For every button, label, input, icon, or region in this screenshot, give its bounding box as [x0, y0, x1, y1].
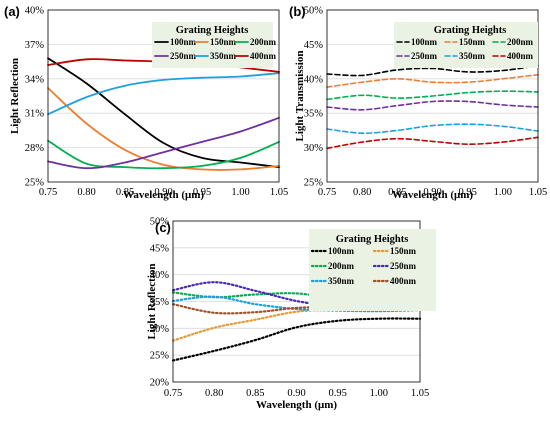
series-line-150nm [326, 73, 539, 88]
legend-label-150nm: 150nm [459, 37, 486, 47]
series-line-350nm [47, 72, 280, 116]
x-tick-label: 0.85 [116, 187, 134, 198]
legend-label-250nm: 250nm [411, 51, 438, 61]
series-line-350nm [326, 123, 539, 135]
series-line-400nm [326, 136, 539, 150]
panel-label: (b) [289, 4, 306, 19]
x-tick-label: 0.80 [77, 187, 95, 198]
legend-title: Grating Heights [434, 25, 507, 36]
plot-frame [47, 9, 280, 183]
x-tick-label: 0.90 [423, 187, 441, 198]
legend-label-100nm: 100nm [328, 246, 355, 256]
panel-label: (c) [155, 220, 171, 235]
y-tick-label: 25% [150, 351, 170, 362]
x-tick-label: 1.00 [494, 187, 512, 198]
y-axis-title: Light Transmission [294, 51, 306, 142]
x-tick-label: 0.75 [39, 187, 57, 198]
legend-label-200nm: 200nm [507, 37, 534, 47]
legend-label-200nm: 200nm [328, 261, 355, 271]
y-tick-label: 40% [25, 6, 45, 17]
x-tick-label: 1.05 [411, 388, 429, 399]
legend-label-350nm: 350nm [328, 276, 355, 286]
x-tick-label: 0.95 [458, 187, 476, 198]
y-tick-label: 40% [150, 270, 170, 281]
x-tick-label: 0.75 [318, 187, 336, 198]
x-axis-title: Wavelength (μm) [256, 399, 337, 411]
series-line-250nm [326, 100, 539, 111]
y-tick-label: 31% [25, 109, 45, 120]
series-line-150nm [47, 87, 280, 171]
x-tick-label: 0.90 [154, 187, 172, 198]
legend-label-100nm: 100nm [170, 37, 197, 47]
x-tick-label: 0.80 [353, 187, 371, 198]
y-tick-label: 20% [150, 378, 170, 389]
legend-title: Grating Heights [176, 25, 249, 36]
y-tick-label: 25% [25, 178, 45, 189]
x-tick-label: 1.00 [231, 187, 249, 198]
y-tick-label: 34% [25, 74, 45, 85]
legend-label-400nm: 400nm [390, 276, 417, 286]
y-tick-label: 40% [304, 74, 324, 85]
legend-label-100nm: 100nm [411, 37, 438, 47]
chart-panel-2: (c) 20% 25% 30% 35% 40% 45% 50% 0.75 0.80 0.85 0.90… [146, 217, 436, 411]
y-tick-label: 50% [150, 217, 170, 228]
y-tick-label: 45% [150, 243, 170, 254]
x-tick-label: 0.90 [287, 388, 305, 399]
series-line-200nm [326, 90, 539, 101]
legend-label-400nm: 400nm [507, 51, 534, 61]
series-line-100nm [326, 64, 539, 77]
chart-panel-0: (a) 25% 28% 31% 34% 37% 40% 0.75 0.80 0.85 0.90 0.9… [4, 4, 288, 201]
series-line-100nm [47, 57, 280, 168]
legend-label-350nm: 350nm [459, 51, 486, 61]
legend-label-150nm: 150nm [390, 246, 417, 256]
legend-label-400nm: 400nm [250, 51, 277, 61]
x-tick-label: 1.05 [270, 187, 288, 198]
y-tick-label: 35% [150, 297, 170, 308]
x-tick-label: 1.00 [370, 388, 388, 399]
x-tick-label: 0.85 [246, 388, 264, 399]
series-line-100nm [171, 317, 422, 362]
legend-title: Grating Heights [336, 234, 409, 245]
x-tick-label: 0.95 [328, 388, 346, 399]
x-axis-title: Wavelength (μm) [392, 189, 473, 201]
x-tick-label: 0.80 [205, 388, 223, 399]
y-axis-title: Light Reflection [146, 263, 158, 339]
y-tick-label: 28% [25, 143, 45, 154]
y-tick-label: 30% [304, 143, 324, 154]
y-tick-label: 37% [25, 40, 45, 51]
series-line-200nm [47, 139, 280, 170]
plot-frame [326, 9, 539, 183]
series-line-250nm [47, 116, 280, 170]
panel-label: (a) [4, 4, 20, 19]
y-tick-label: 25% [304, 178, 324, 189]
y-tick-label: 45% [304, 40, 324, 51]
x-tick-label: 0.75 [164, 388, 182, 399]
legend-label-250nm: 250nm [170, 51, 197, 61]
chart-panel-1: (b) 25% 30% 35% 40% 45% 50% 0.75 0.80 0.85 0.90 0.9… [289, 4, 547, 201]
legend-box [152, 22, 273, 68]
x-tick-label: 0.95 [193, 187, 211, 198]
legend-label-150nm: 150nm [210, 37, 237, 47]
legend-label-250nm: 250nm [390, 261, 417, 271]
legend-box [309, 229, 436, 311]
legend-label-200nm: 200nm [250, 37, 277, 47]
x-tick-label: 1.05 [529, 187, 547, 198]
legend-box [394, 22, 538, 68]
y-tick-label: 50% [304, 6, 324, 17]
y-tick-label: 30% [150, 324, 170, 335]
x-axis-title: Wavelength (μm) [123, 189, 204, 201]
y-axis-title: Light Reflection [9, 58, 21, 134]
y-tick-label: 35% [304, 109, 324, 120]
x-tick-label: 0.85 [388, 187, 406, 198]
legend-label-350nm: 350nm [210, 51, 237, 61]
